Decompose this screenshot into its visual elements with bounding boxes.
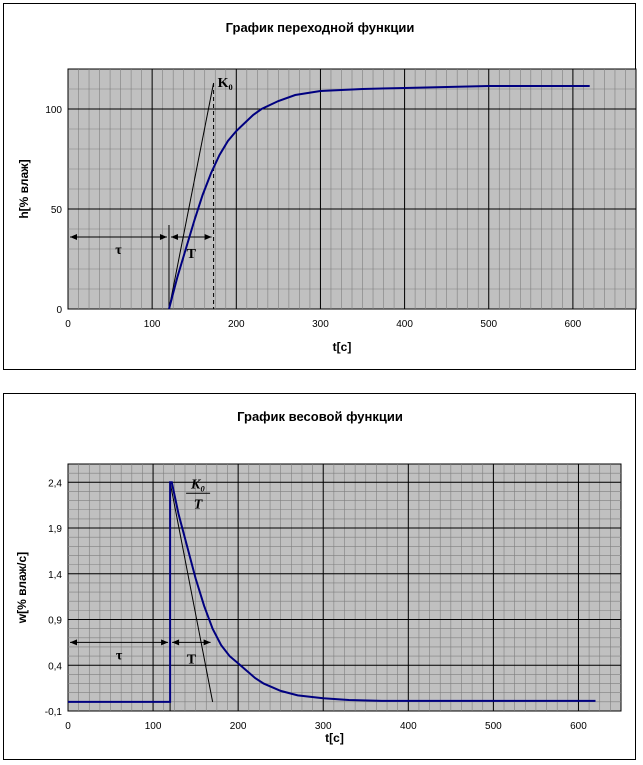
tau-arrow-head-left [70, 234, 77, 240]
series-line [168, 85, 590, 310]
major-grid [68, 464, 621, 711]
x-axis-label: t[c] [333, 340, 352, 354]
x-tick-label: 400 [400, 721, 417, 732]
series-line [68, 481, 596, 703]
T-denominator-label: T [194, 497, 204, 512]
weight-function-chart-panel: График весовой функции 0 100 200 300 400 500 60… [3, 393, 636, 760]
y-axis-label: h[% влаж] [17, 159, 31, 218]
T-label: T [187, 247, 197, 262]
major-grid [68, 69, 636, 309]
x-tick-label: 200 [230, 721, 247, 732]
y-tick-label: -0,1 [45, 707, 63, 718]
x-tick-label: 300 [312, 319, 329, 330]
tangent-line [168, 82, 215, 310]
y-tick-label: 1,9 [48, 524, 62, 535]
x-tick-label: 0 [65, 319, 71, 330]
y-tick-label: 0,4 [48, 661, 62, 672]
x-tick-label: 0 [65, 721, 71, 732]
transfer-function-chart-panel: График переходной функции 0 100 200 300 400 50… [3, 3, 637, 370]
transfer-function-chart: График переходной функции 0 100 200 300 400 50… [17, 20, 637, 354]
K0-numerator-label: K₀ [190, 477, 205, 492]
x-tick-label: 300 [315, 721, 332, 732]
tangent-line [169, 482, 214, 702]
y-tick-label: 100 [45, 105, 62, 116]
weight-function-chart: График весовой функции 0 100 200 300 400 500 60… [15, 409, 622, 745]
annotations [70, 82, 215, 310]
x-tick-label: 600 [570, 721, 587, 732]
chart-title: График весовой функции [237, 409, 403, 424]
T-arrow-head-left [170, 234, 178, 240]
x-tick-label: 600 [565, 319, 582, 330]
x-axis-label: t[c] [325, 731, 344, 745]
T-label: T [187, 652, 197, 667]
T-arrow-head-left [172, 639, 180, 646]
tau-arrow-head-right [161, 639, 169, 646]
chart-title: График переходной функции [226, 20, 415, 35]
tau-label: τ [116, 648, 123, 663]
x-tick-label: 400 [396, 319, 413, 330]
y-tick-label: 0 [56, 305, 62, 316]
tau-label: τ [115, 243, 122, 258]
T-arrow-head-right [204, 234, 212, 240]
x-tick-label: 500 [480, 319, 497, 330]
x-tick-label: 100 [145, 721, 162, 732]
y-tick-label: 2,4 [48, 478, 62, 489]
y-tick-label: 50 [51, 205, 63, 216]
K0-label: K₀ [218, 76, 233, 91]
y-tick-label: 0,9 [48, 616, 62, 627]
tau-arrow-head-right [159, 234, 167, 240]
y-axis-label: w[% влаж/c] [15, 552, 29, 624]
x-tick-label: 100 [144, 319, 161, 330]
y-tick-label: 1,4 [48, 570, 62, 581]
x-tick-label: 500 [485, 721, 502, 732]
tau-arrow-head-left [70, 639, 77, 646]
T-arrow-head-right [203, 639, 211, 646]
x-tick-label: 200 [228, 319, 245, 330]
